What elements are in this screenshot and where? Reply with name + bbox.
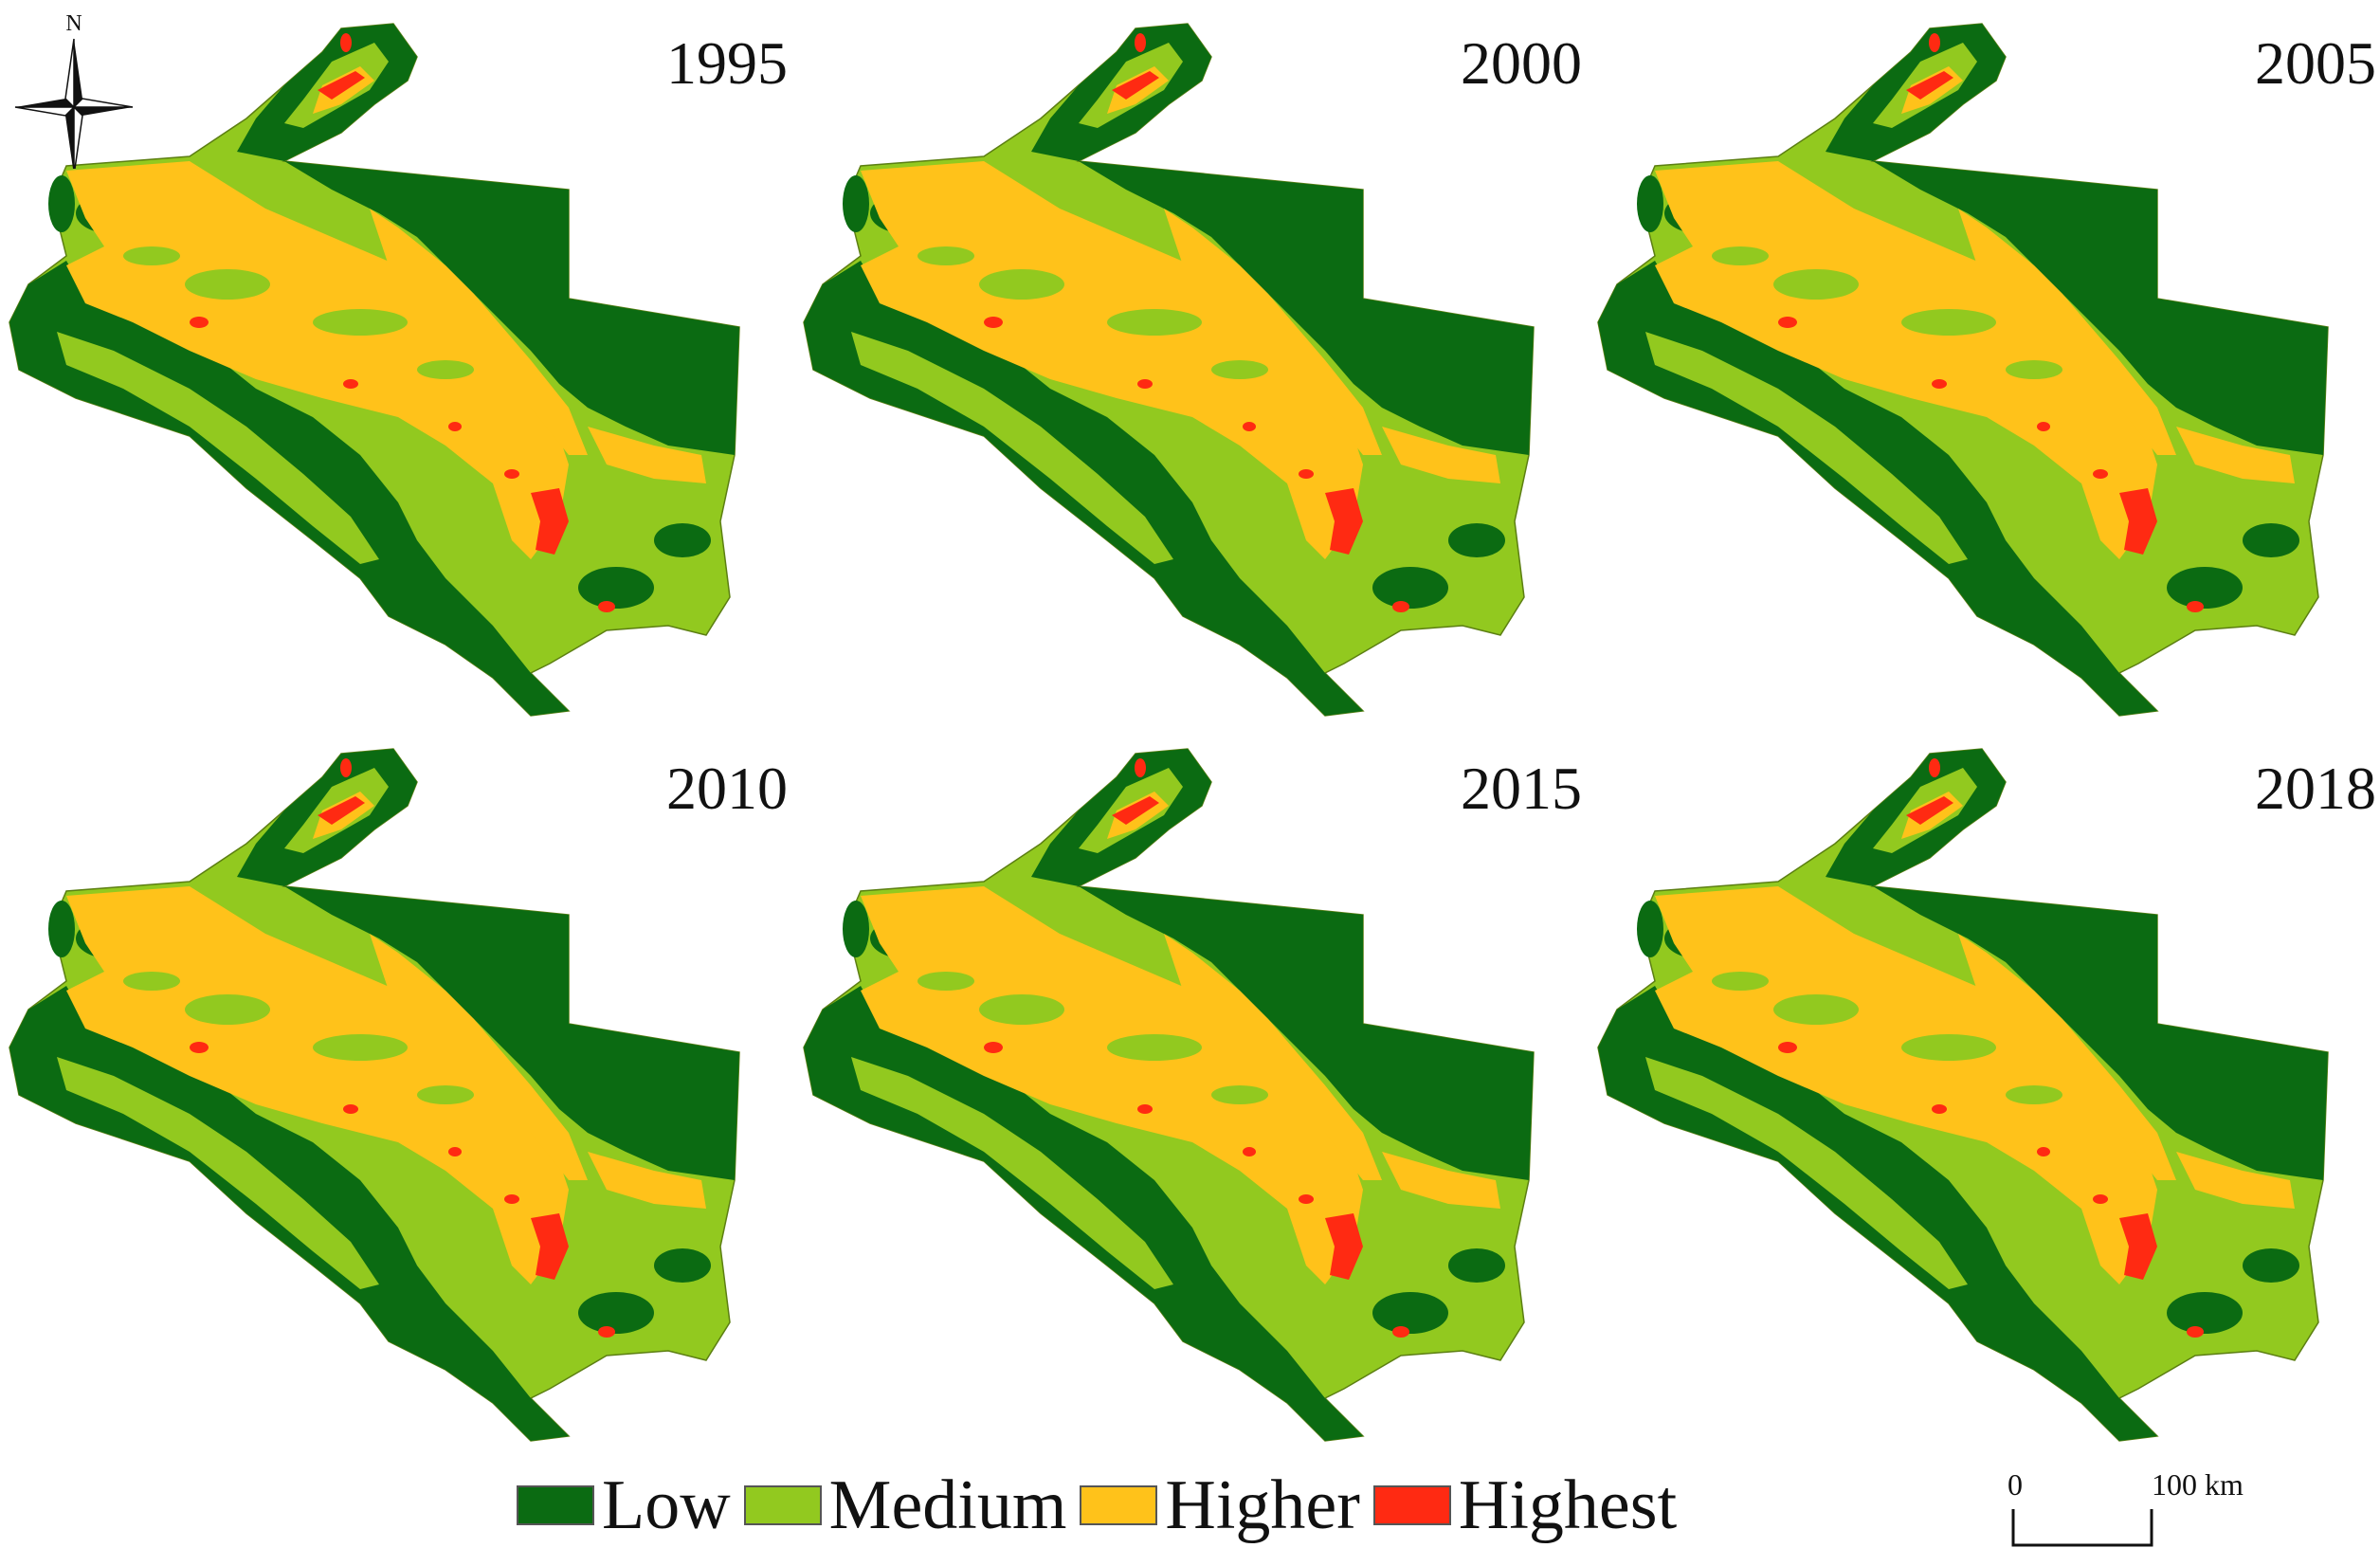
scale-end-label: 100 km [2152, 1467, 2244, 1502]
map-panel-2005: 2005 [1589, 9, 2380, 730]
region-map [1597, 23, 2329, 717]
map-panel-2000: 2000 [794, 9, 1586, 730]
map-panel-2015: 2015 [794, 735, 1586, 1455]
legend-item-higher: Higher [1080, 1470, 1360, 1540]
region-map [9, 748, 740, 1442]
north-label: N [65, 11, 82, 36]
legend-swatch-low [517, 1485, 594, 1525]
legend-label: Low [602, 1466, 731, 1544]
legend-label: Higher [1165, 1466, 1360, 1544]
region-map [1597, 748, 2329, 1442]
legend-swatch-higher [1080, 1485, 1158, 1525]
legend-item-low: Low [517, 1470, 731, 1540]
legend-label: Medium [828, 1466, 1067, 1544]
panel-year-label: 1995 [666, 29, 788, 97]
scale-bar-line [2011, 1509, 2153, 1547]
panel-year-label: 2000 [1461, 29, 1582, 97]
region-map [803, 23, 1535, 717]
legend-label: Highest [1458, 1466, 1678, 1544]
panel-year-label: 2005 [2255, 29, 2376, 97]
map-panel-2010: 2010 [0, 735, 791, 1455]
panel-year-label: 2018 [2255, 755, 2376, 822]
legend-swatch-medium [743, 1485, 822, 1525]
legend-item-highest: Highest [1372, 1466, 1678, 1544]
panel-year-label: 2010 [666, 755, 788, 822]
region-map [803, 748, 1535, 1442]
legend-swatch-highest [1372, 1485, 1451, 1525]
panel-year-label: 2015 [1461, 755, 1582, 822]
legend-item-medium: Medium [743, 1466, 1067, 1544]
scale-start-label: 0 [2008, 1467, 2023, 1502]
legend: Low Medium Higher Highest [517, 1460, 1690, 1551]
north-arrow-icon: N [14, 11, 134, 169]
scale-bar: 0 100 km [1990, 1460, 2351, 1555]
map-panel-2018: 2018 [1589, 735, 2380, 1455]
map-panel-1995: 1995 [0, 9, 791, 730]
